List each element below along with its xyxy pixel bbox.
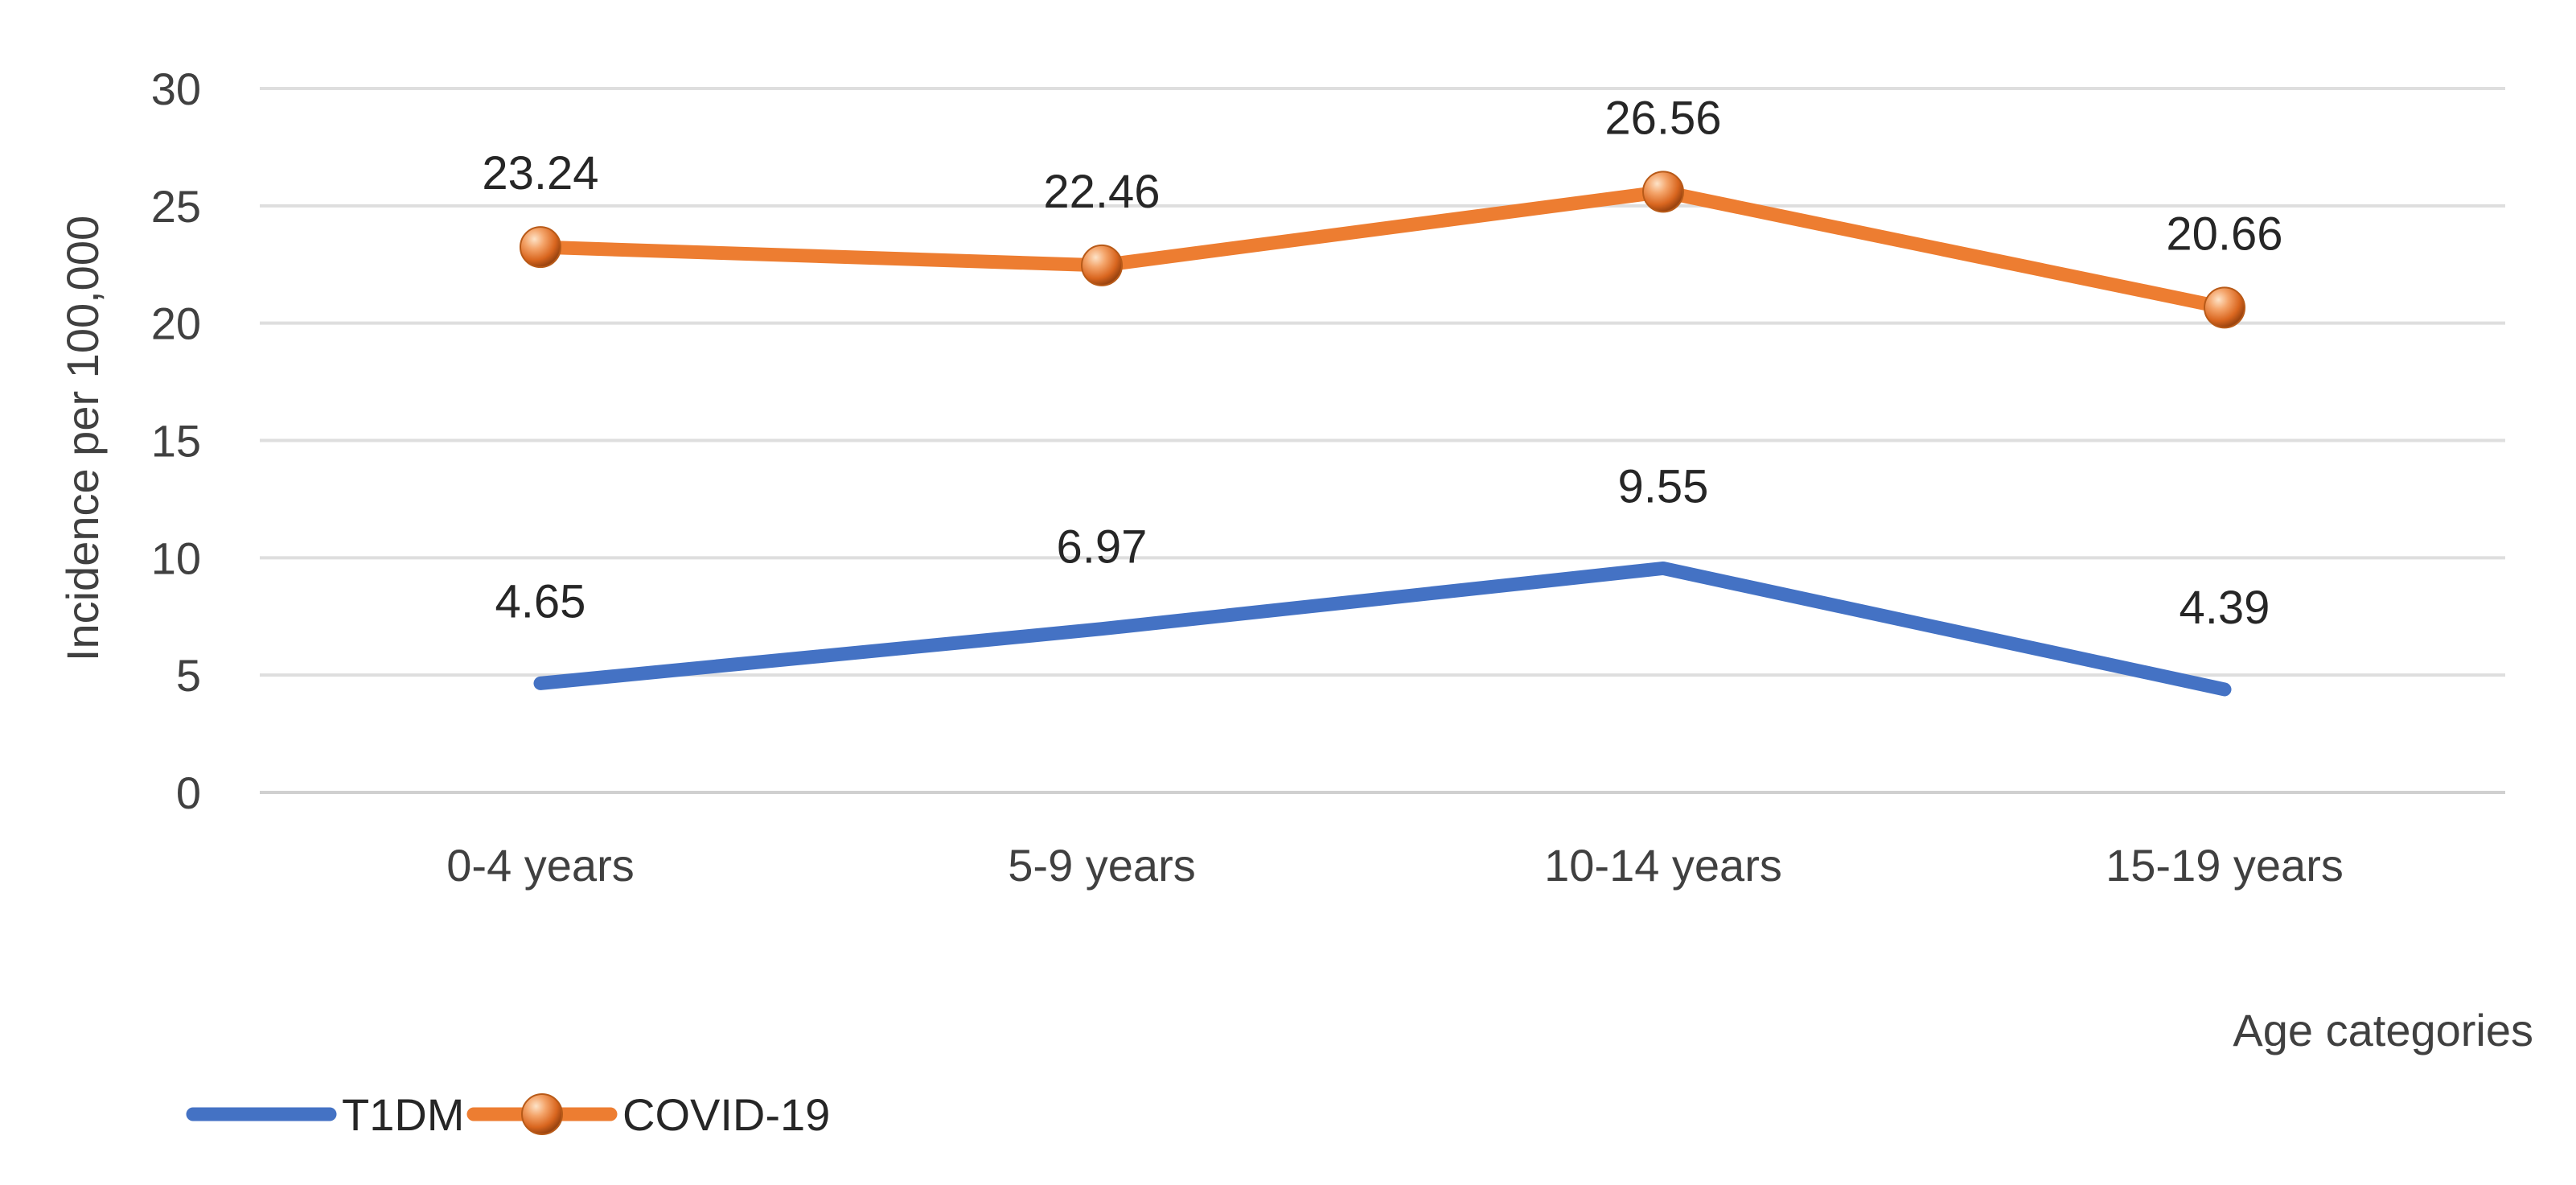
data-label: 6.97 bbox=[1057, 521, 1148, 574]
x-axis-ticks: 0-4 years 5-9 years 10-14 years 15-19 years bbox=[446, 840, 2344, 891]
data-point-marker bbox=[1642, 171, 1684, 213]
legend-label: T1DM bbox=[342, 1089, 464, 1140]
y-tick-label: 10 bbox=[151, 533, 201, 583]
x-axis-title: Age categories bbox=[2233, 1005, 2533, 1055]
y-tick-label: 5 bbox=[176, 650, 201, 701]
data-point-marker bbox=[520, 226, 561, 269]
legend-label: COVID-19 bbox=[622, 1089, 830, 1140]
data-label: 26.56 bbox=[1604, 92, 1721, 144]
data-label: 4.39 bbox=[2180, 582, 2270, 634]
data-label: 9.55 bbox=[1618, 460, 1709, 512]
legend: T1DM COVID-19 bbox=[186, 1089, 830, 1140]
series-line-covid-19 bbox=[533, 184, 2232, 315]
x-tick-label: 10-14 years bbox=[1544, 840, 1782, 891]
y-axis-ticks: 0 5 10 15 20 25 30 bbox=[151, 64, 201, 818]
data-label: 4.65 bbox=[495, 575, 586, 627]
legend-marker bbox=[521, 1093, 563, 1135]
series bbox=[520, 171, 2245, 697]
y-axis-title: Incidence per 100,000 bbox=[57, 216, 108, 661]
y-tick-label: 15 bbox=[151, 416, 201, 467]
y-tick-label: 25 bbox=[151, 181, 201, 232]
x-tick-label: 5-9 years bbox=[1008, 840, 1195, 891]
data-label: 22.46 bbox=[1043, 166, 1160, 218]
y-tick-label: 30 bbox=[151, 64, 201, 114]
data-label: 20.66 bbox=[2166, 208, 2282, 260]
x-tick-label: 15-19 years bbox=[2106, 840, 2344, 891]
legend-item: COVID-19 bbox=[466, 1089, 830, 1140]
data-label: 23.24 bbox=[482, 147, 598, 200]
data-point-marker bbox=[1081, 244, 1123, 286]
legend-item: T1DM bbox=[186, 1089, 464, 1140]
data-point-marker bbox=[2204, 286, 2245, 329]
data-labels: 4.65 6.97 9.55 4.39 23.24 22.46 26.56 20.66 bbox=[482, 92, 2282, 634]
y-tick-label: 0 bbox=[176, 767, 201, 818]
y-tick-label: 20 bbox=[151, 298, 201, 349]
x-tick-label: 0-4 years bbox=[446, 840, 634, 891]
series-line-t1dm bbox=[533, 561, 2232, 697]
